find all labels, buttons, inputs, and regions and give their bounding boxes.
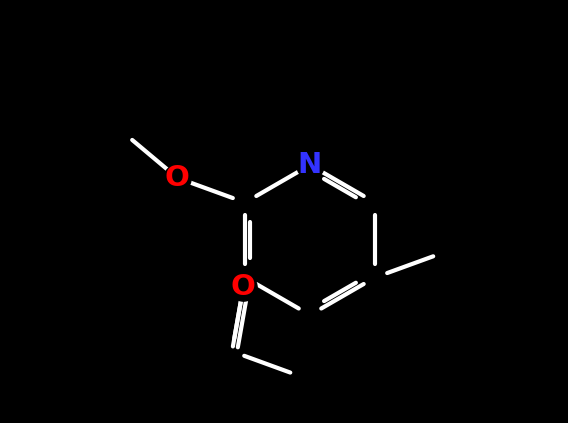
Text: O: O xyxy=(165,164,190,192)
Text: O: O xyxy=(231,273,256,301)
Text: N: N xyxy=(298,151,322,179)
